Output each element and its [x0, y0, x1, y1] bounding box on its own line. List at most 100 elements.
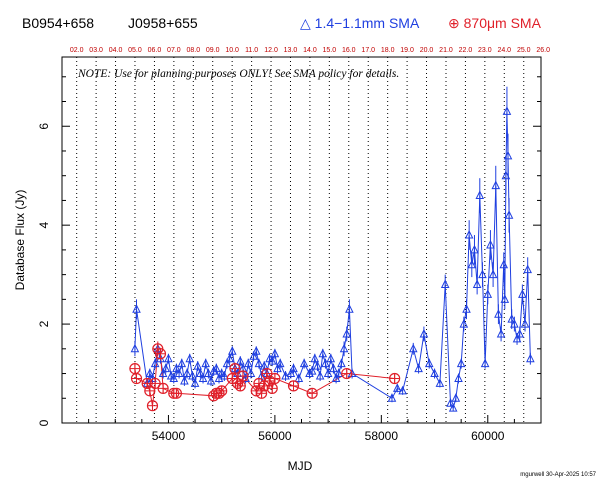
data-point: [414, 363, 423, 373]
data-point: [222, 358, 232, 368]
data-point: [483, 289, 493, 298]
data-point: [132, 304, 141, 313]
x-axis: 54000 56000 58000 60000: [61, 415, 542, 443]
data-point: [342, 328, 352, 338]
data-point: [174, 368, 184, 378]
data-point: [523, 264, 533, 274]
data-point: [161, 363, 171, 373]
data-point: [190, 378, 200, 387]
data-point: [266, 382, 278, 394]
top-tick-label: 22.0: [459, 47, 473, 54]
data-point: [254, 358, 264, 368]
y-tick-label: 2: [37, 320, 51, 327]
data-point: [339, 343, 349, 353]
data-point: [337, 358, 346, 368]
top-tick-label: 20.0: [420, 47, 434, 54]
top-tick-label: 21.0: [439, 47, 453, 54]
data-point: [169, 373, 179, 382]
y-tick-label: 4: [37, 222, 51, 229]
data-point: [491, 180, 501, 190]
data-point: [180, 375, 189, 385]
top-tick-label: 02.0: [70, 47, 84, 54]
data-point: [144, 385, 156, 397]
data-point: [188, 370, 197, 380]
data-point: [273, 363, 282, 373]
data-point: [145, 368, 155, 378]
data-point: [129, 362, 141, 375]
data-point: [510, 318, 519, 328]
data-point: [488, 269, 498, 279]
data-point: [323, 368, 333, 378]
data-point: [456, 358, 466, 368]
source-alias: J0958+655: [128, 15, 198, 31]
data-point: [164, 353, 173, 363]
data-point: [520, 318, 530, 328]
top-tick-label: 09.0: [206, 47, 220, 54]
top-tick-label: 19.0: [400, 47, 414, 54]
data-point: [470, 244, 479, 254]
source-name: B0954+658: [22, 15, 94, 31]
data-point: [526, 353, 535, 363]
series-line: [134, 111, 531, 410]
top-tick-label: 12.0: [264, 47, 278, 54]
data-point: [269, 372, 281, 385]
top-tick-label: 23.0: [478, 47, 492, 54]
data-point: [387, 393, 397, 402]
data-point: [306, 387, 318, 399]
data-point: [294, 373, 304, 382]
data-point: [494, 309, 503, 318]
top-axis: 02.0 03.0 04.0 05.0 06.0 07.0 08.0 09.0 10.0 11.0…: [70, 47, 550, 54]
data-point: [318, 348, 328, 358]
top-tick-label: 08.0: [186, 47, 200, 54]
legend-870-label: ⊕ 870μm SMA: [448, 15, 542, 31]
data-point: [281, 370, 290, 380]
data-point: [496, 328, 506, 338]
top-tick-label: 14.0: [303, 47, 317, 54]
data-point: [150, 358, 160, 368]
data-point: [286, 368, 296, 378]
top-tick-label: 15.0: [323, 47, 337, 54]
data-point: [232, 377, 244, 390]
data-point: [157, 382, 169, 394]
top-tick-label: 25.0: [517, 47, 531, 54]
data-point: [146, 400, 159, 412]
data-point: [237, 370, 249, 382]
top-tick-label: 18.0: [381, 47, 395, 54]
data-point: [182, 368, 192, 378]
top-tick-label: 26.0: [536, 47, 550, 54]
data-point: [486, 239, 495, 249]
data-point: [512, 333, 522, 343]
top-tick-label: 10.0: [225, 47, 239, 54]
data-point: [451, 393, 461, 402]
top-tick-label: 17.0: [361, 47, 375, 54]
data-point: [289, 363, 298, 373]
data-point: [504, 210, 514, 219]
data-point: [467, 259, 477, 269]
data-point: [228, 346, 237, 355]
data-point: [225, 353, 234, 363]
data-point: [459, 318, 469, 328]
data-point: [507, 314, 517, 323]
data-point: [172, 363, 181, 373]
data-point: [331, 373, 341, 382]
year-grid: [76, 57, 525, 423]
data-point: [326, 353, 336, 363]
data-point: [462, 304, 471, 313]
data-point: [229, 362, 241, 375]
data-point: [154, 348, 167, 360]
data-point: [206, 375, 216, 385]
data-point: [475, 190, 485, 199]
data-point: [313, 361, 322, 370]
planning-note: NOTE: Use for planning purposes ONLY! Se…: [77, 68, 399, 80]
data-point: [502, 106, 512, 115]
series-lines: [134, 111, 531, 410]
data-point: [275, 358, 285, 368]
y-axis: 0 2 4 6: [37, 76, 541, 426]
data-point: [243, 358, 253, 368]
x-tick-label: 60000: [471, 429, 505, 443]
data-point: [424, 358, 434, 368]
data-point: [170, 387, 183, 399]
data-point: [341, 367, 353, 380]
series-marks: [129, 86, 535, 412]
data-point: [214, 373, 224, 382]
